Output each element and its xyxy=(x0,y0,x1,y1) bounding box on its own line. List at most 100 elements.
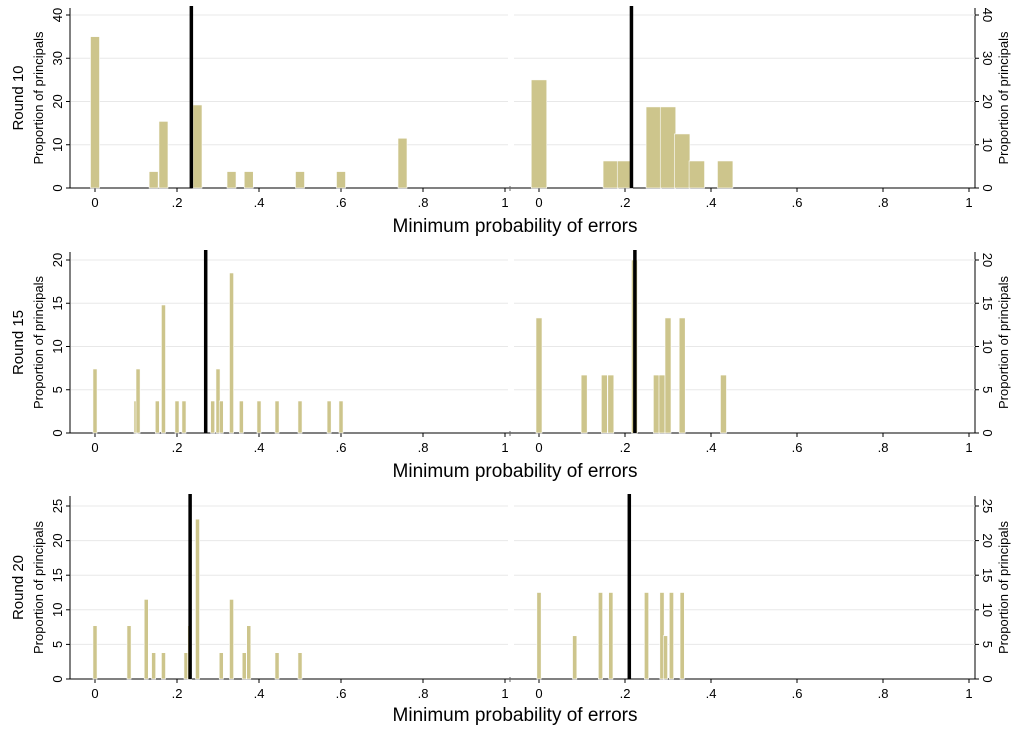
histogram-bar xyxy=(688,160,705,189)
histogram-bar xyxy=(602,160,619,189)
histogram-bar xyxy=(161,652,166,680)
x-axis-label: Minimum probability of errors xyxy=(393,216,638,237)
histogram-bar xyxy=(397,137,408,189)
histogram-bar xyxy=(658,374,666,434)
x-tick-label: 0 xyxy=(535,440,542,455)
x-tick-label: .2 xyxy=(620,686,631,701)
x-tick-label: 1 xyxy=(501,686,508,701)
x-tick-label: .6 xyxy=(336,440,347,455)
y-tick-label: 10 xyxy=(980,339,995,353)
y-tick-label: 5 xyxy=(980,641,995,648)
y-tick-label: 5 xyxy=(50,641,65,648)
y-tick-label: 20 xyxy=(980,253,995,267)
row-2: Round 20 Proportion of principals Proporti… xyxy=(10,496,1011,726)
x-tick-label: .2 xyxy=(620,440,631,455)
histogram-bar xyxy=(241,652,247,680)
histogram-bar xyxy=(229,272,234,434)
x-tick-label: .4 xyxy=(254,195,265,210)
x-tick-label: 1 xyxy=(965,440,972,455)
y-tick-label: 10 xyxy=(50,603,65,617)
histogram-bar xyxy=(297,400,303,434)
histogram-bar xyxy=(226,171,237,189)
histogram-bar xyxy=(668,592,674,680)
x-tick-label: .8 xyxy=(878,195,889,210)
histogram-bar xyxy=(679,592,685,680)
y-tick-label: 0 xyxy=(50,184,65,191)
row-label: Round 20 xyxy=(10,555,27,620)
x-tick-label: .6 xyxy=(792,686,803,701)
y-tick-label: 20 xyxy=(50,533,65,547)
y-axis-title-right: Proportion of principals xyxy=(996,31,1011,164)
y-tick-label: 25 xyxy=(50,499,65,513)
panel-right-1: 0 5 10 15 20 0 .2 .4 .6 .8 1 xyxy=(514,250,995,455)
y-axis-title-left: Proportion of principals xyxy=(31,276,46,409)
y-tick-label: 40 xyxy=(50,8,65,22)
histogram-bar xyxy=(572,635,578,680)
x-tick-label: 0 xyxy=(91,440,98,455)
histogram-bar xyxy=(645,106,662,189)
x-tick-label: .4 xyxy=(706,686,717,701)
y-axis-title-left: Proportion of principals xyxy=(31,521,46,654)
x-axis-label: Minimum probability of errors xyxy=(393,461,638,482)
histogram-bar xyxy=(126,625,132,680)
histogram-bar xyxy=(530,79,548,189)
y-tick-label: 0 xyxy=(980,429,995,436)
histogram-bar xyxy=(135,368,141,434)
y-tick-label: 5 xyxy=(50,386,65,393)
y-tick-label: 0 xyxy=(980,184,995,191)
x-tick-label: .6 xyxy=(336,195,347,210)
histogram-bar xyxy=(218,652,224,680)
histogram-bar xyxy=(653,374,660,434)
y-tick-label: 25 xyxy=(980,499,995,513)
histogram-bar xyxy=(256,400,262,434)
histogram-bar xyxy=(161,304,166,434)
panel-right-0: 0 10 20 30 40 0 .2 .4 .6 .8 1 xyxy=(514,6,995,210)
histogram-bar xyxy=(239,400,244,434)
histogram-bar xyxy=(608,592,614,680)
y-tick-label: 15 xyxy=(980,568,995,582)
y-tick-label: 10 xyxy=(980,138,995,152)
histogram-bar xyxy=(536,592,542,680)
histogram-bar xyxy=(297,652,303,680)
x-tick-label: .2 xyxy=(172,686,183,701)
histogram-bar xyxy=(210,400,216,434)
row-0: Round 10 Proportion of principals Proporti… xyxy=(10,8,1011,237)
histogram-bar xyxy=(674,133,691,189)
x-tick-label: .4 xyxy=(706,440,717,455)
histogram-bar xyxy=(644,592,649,680)
y-tick-label: 30 xyxy=(980,51,995,65)
histogram-bar xyxy=(717,160,734,189)
x-tick-label: 0 xyxy=(91,195,98,210)
histogram-bar xyxy=(143,599,149,680)
histogram-bar xyxy=(274,400,280,434)
histogram-bar xyxy=(181,400,187,434)
x-axis-label: Minimum probability of errors xyxy=(393,705,638,726)
x-tick-label: .8 xyxy=(418,686,429,701)
x-tick-label: 0 xyxy=(91,686,98,701)
histogram-bar xyxy=(678,317,686,434)
histogram-bar xyxy=(192,104,203,189)
x-tick-label: .2 xyxy=(172,440,183,455)
histogram-bar xyxy=(246,625,252,680)
y-tick-label: 0 xyxy=(50,675,65,682)
panel-left-2: 0 5 10 15 20 25 0 .2 .4 .6 .8 1 xyxy=(50,494,509,701)
x-tick-label: .8 xyxy=(878,440,889,455)
x-tick-label: 1 xyxy=(501,195,508,210)
y-axis-title-left: Proportion of principals xyxy=(31,31,46,164)
histogram-bar xyxy=(601,374,608,434)
y-tick-label: 5 xyxy=(980,386,995,393)
x-tick-label: 1 xyxy=(501,440,508,455)
histogram-bar xyxy=(662,635,668,680)
histogram-bar xyxy=(243,171,254,189)
x-tick-label: .6 xyxy=(792,195,803,210)
x-tick-label: .4 xyxy=(706,195,717,210)
x-tick-label: 0 xyxy=(535,195,542,210)
histogram-bar xyxy=(326,400,332,434)
y-tick-label: 40 xyxy=(980,8,995,22)
x-tick-label: 0 xyxy=(535,686,542,701)
y-tick-label: 15 xyxy=(50,296,65,310)
y-tick-label: 20 xyxy=(50,253,65,267)
y-tick-label: 10 xyxy=(50,339,65,353)
panel-left-1: 0 5 10 15 20 0 .2 .4 .6 .8 1 xyxy=(50,250,509,455)
histogram-bar xyxy=(154,400,160,434)
